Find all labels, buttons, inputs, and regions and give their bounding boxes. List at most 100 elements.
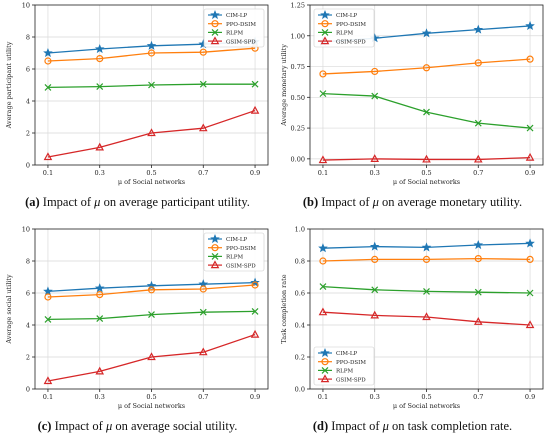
panel-b: 0.00 0.25 0.50 0.75 1.00 1.25 0.1 0.3 0.5 0.7 0.9 μ… — [275, 0, 550, 223]
data-point — [148, 81, 155, 89]
series-line — [47, 47, 256, 62]
data-point — [318, 243, 328, 253]
y-tick-label: 0.75 — [291, 63, 305, 71]
data-point — [371, 92, 379, 100]
data-point — [251, 80, 259, 88]
x-tick-label: 0.7 — [473, 393, 483, 401]
y-axis-label: Task completion rate — [280, 274, 288, 343]
series-line — [322, 156, 531, 161]
data-point — [96, 83, 104, 91]
chart-a: 0 2 4 6 8 10 0.1 0.3 0.5 0.7 0.9 μ of Social networ… — [5, 2, 269, 186]
data-point — [146, 40, 157, 50]
y-tick-label: 0.50 — [291, 94, 305, 102]
data-point — [319, 90, 327, 98]
data-point — [474, 288, 482, 296]
legend-label: RLPM — [226, 31, 243, 37]
data-point — [371, 67, 379, 76]
y-axis-label: Average participant utility — [5, 41, 13, 129]
x-tick-label: 0.9 — [525, 393, 535, 401]
data-point — [251, 281, 259, 289]
data-point — [422, 255, 431, 264]
y-tick-label: 10 — [22, 2, 30, 10]
legend-marker — [210, 9, 220, 20]
legend-marker — [320, 347, 330, 358]
legend-label: PPO-DSIM — [226, 246, 256, 252]
x-tick-label: 0.3 — [95, 393, 105, 401]
chart-c: 0 2 4 6 8 10 0.1 0.3 0.5 0.7 0.9 μ of Social networ… — [5, 226, 269, 410]
x-axis-label: μ of Social networks — [118, 402, 185, 410]
data-point — [44, 293, 52, 301]
legend-marker — [320, 36, 330, 45]
panel-d: 0.0 0.2 0.4 0.6 0.8 1.0 0.1 0.3 0.5 0.7 0.9 μ of So… — [275, 224, 550, 447]
legend-marker — [211, 20, 219, 28]
y-tick-label: 2 — [26, 354, 30, 362]
data-point — [423, 108, 430, 116]
series-line — [322, 257, 531, 262]
data-point — [318, 155, 328, 164]
y-tick-label: 1.00 — [291, 32, 305, 40]
data-point — [44, 83, 52, 91]
data-point — [473, 317, 483, 325]
data-point — [94, 43, 105, 54]
legend-label: GSIM-SPD — [336, 39, 366, 45]
x-tick-label: 0.5 — [421, 169, 431, 177]
x-axis-label: μ of Social networks — [118, 178, 185, 186]
x-tick-label: 0.1 — [318, 169, 328, 177]
legend-marker — [210, 233, 220, 244]
legend-marker — [211, 252, 219, 260]
data-point — [526, 124, 534, 132]
legend-label: RLPM — [336, 369, 353, 375]
data-point — [147, 128, 156, 137]
data-point — [474, 119, 482, 127]
caption-b: (b) Impact of μ on average monetary util… — [302, 195, 523, 209]
y-tick-label: 0 — [26, 162, 30, 170]
y-tick-label: 0.4 — [295, 322, 305, 330]
data-point — [526, 255, 534, 264]
x-tick-label: 0.5 — [146, 393, 156, 401]
x-tick-label: 0.9 — [525, 169, 535, 177]
data-point — [473, 154, 483, 163]
x-axis-label: μ of Social networks — [393, 402, 460, 410]
data-point — [473, 24, 484, 34]
legend-marker — [321, 358, 329, 366]
data-point — [370, 154, 380, 162]
data-point — [526, 55, 534, 63]
legend-label: GSIM-SPD — [226, 263, 256, 269]
legend-label: GSIM-SPD — [336, 377, 366, 383]
data-point — [44, 315, 52, 323]
series-line — [47, 333, 256, 382]
legend-label: RLPM — [226, 255, 243, 261]
data-point — [319, 257, 327, 265]
y-tick-label: 2 — [26, 130, 30, 138]
data-point — [319, 283, 327, 291]
legend-label: CIM-LP — [336, 351, 358, 357]
data-point — [421, 242, 432, 252]
data-point — [525, 152, 535, 161]
data-point — [96, 290, 104, 299]
data-point — [43, 376, 53, 385]
y-tick-label: 4 — [26, 98, 30, 106]
y-tick-label: 0.0 — [295, 386, 305, 394]
series-line — [322, 58, 531, 75]
x-axis-label: μ of Social networks — [393, 178, 460, 186]
panel-a: 0 2 4 6 8 10 0.1 0.3 0.5 0.7 0.9 μ of Social networ… — [0, 0, 275, 223]
y-tick-label: 0.8 — [295, 258, 305, 266]
x-tick-label: 0.5 — [146, 169, 156, 177]
data-point — [94, 283, 105, 293]
data-point — [474, 254, 482, 263]
legend-box — [313, 8, 375, 48]
x-tick-label: 0.3 — [370, 169, 380, 177]
data-point — [525, 238, 535, 248]
y-tick-label: 0.2 — [295, 354, 305, 362]
y-tick-label: 4 — [26, 322, 30, 330]
x-tick-label: 0.1 — [43, 393, 53, 401]
data-point — [199, 308, 207, 316]
data-point — [198, 123, 208, 132]
y-tick-label: 10 — [22, 226, 30, 234]
data-point — [371, 255, 379, 264]
data-point — [198, 347, 208, 356]
legend-marker — [210, 36, 220, 45]
data-point — [371, 286, 379, 294]
y-tick-label: 1.0 — [295, 226, 305, 234]
panel-c: 0 2 4 6 8 10 0.1 0.3 0.5 0.7 0.9 μ of Social networ… — [0, 224, 275, 447]
